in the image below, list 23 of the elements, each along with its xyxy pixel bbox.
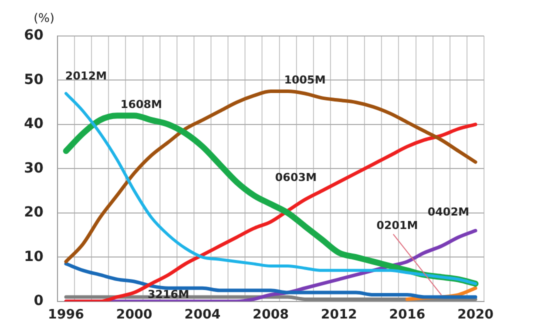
x-tick-label: 2016 [389, 308, 426, 323]
y-tick-label: 40 [24, 116, 44, 132]
y-tick-label: 20 [24, 204, 44, 221]
y-tick-label: 10 [24, 248, 44, 265]
y-tick-label: 60 [24, 28, 44, 44]
y-tick-label: 50 [24, 72, 44, 88]
series-label: 1608M [120, 98, 162, 112]
series-label: 0603M [275, 170, 317, 184]
text: 0201M [376, 219, 418, 232]
x-tick-label: 2020 [457, 308, 494, 323]
x-tick-label: 2004 [184, 308, 221, 323]
series-label: 2012M [65, 70, 107, 83]
x-tick-label: 2008 [252, 308, 289, 323]
series-label: 3216M [148, 288, 190, 302]
line-series [64, 262, 478, 299]
y-tick-label: 30 [24, 160, 44, 176]
y-tick-label: 0 [34, 293, 44, 310]
x-tick-label: 2000 [116, 308, 152, 323]
y-axis-title: (%) [34, 11, 54, 25]
series-label: 1005M [284, 74, 326, 87]
x-tick-label: 1996 [48, 308, 84, 323]
x-tick-label: 2012 [320, 308, 358, 323]
series-label: 0402M [428, 205, 470, 218]
